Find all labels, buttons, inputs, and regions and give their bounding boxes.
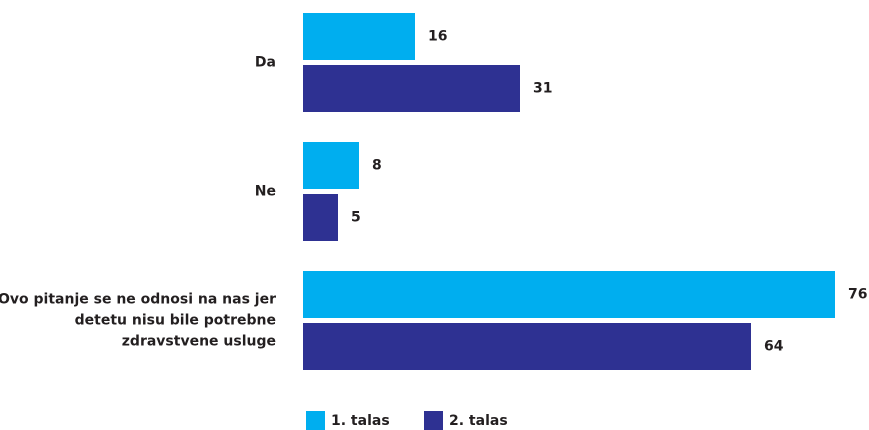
legend-label: 2. talas bbox=[449, 413, 508, 429]
bar bbox=[303, 323, 751, 370]
bar bbox=[303, 13, 415, 60]
bar bbox=[303, 194, 338, 241]
value-label: 76 bbox=[848, 287, 867, 303]
bar bbox=[303, 271, 835, 318]
value-label: 31 bbox=[533, 81, 552, 97]
value-label: 16 bbox=[428, 29, 447, 45]
legend-label: 1. talas bbox=[331, 413, 390, 429]
category-label: Ovo pitanje se ne odnosi na nas jer dete… bbox=[0, 291, 276, 349]
category-label: Ne bbox=[254, 183, 276, 199]
bar bbox=[303, 65, 520, 112]
legend-swatch bbox=[306, 411, 325, 430]
legend-swatch bbox=[424, 411, 443, 430]
value-label: 5 bbox=[351, 210, 361, 226]
value-label: 64 bbox=[764, 339, 784, 355]
value-label: 8 bbox=[372, 158, 382, 174]
bar bbox=[303, 142, 359, 189]
category-label: Da bbox=[254, 54, 276, 70]
